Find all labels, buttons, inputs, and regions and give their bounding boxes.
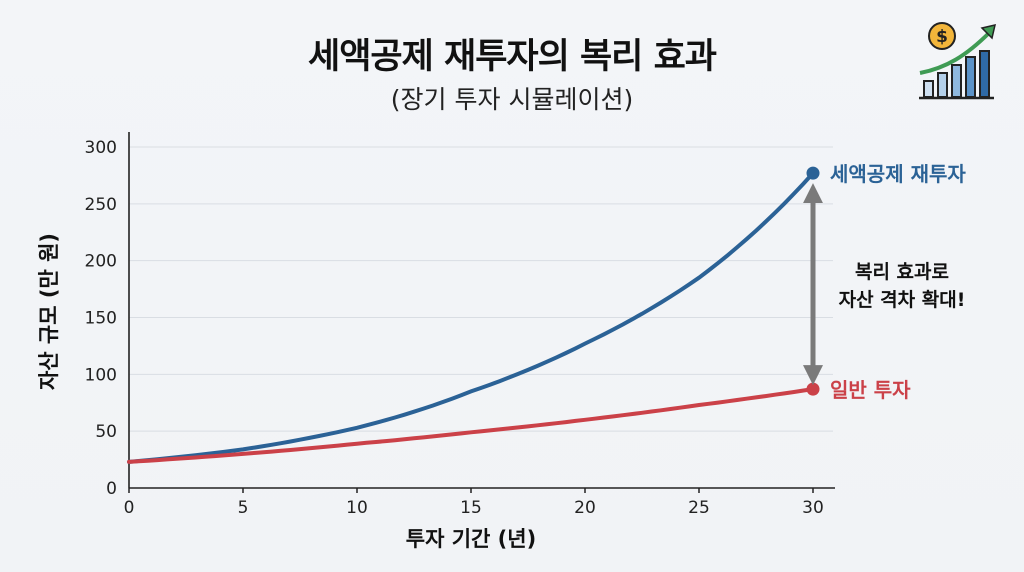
x-tick-label: 30 xyxy=(802,498,824,518)
series-label-1: 일반 투자 xyxy=(830,378,911,402)
y-tick-label: 250 xyxy=(85,195,117,215)
y-tick-label: 0 xyxy=(106,479,117,499)
y-tick-label: 150 xyxy=(85,309,117,329)
chart-title: 세액공제 재투자의 복리 효과 xyxy=(308,37,717,77)
series-label-0: 세액공제 재투자 xyxy=(830,162,966,186)
y-tick-label: 300 xyxy=(85,138,117,158)
y-axis-label: 자산 규모 (만 원) xyxy=(37,233,61,390)
y-tick-label: 50 xyxy=(95,422,117,442)
chart-subtitle: (장기 투자 시뮬레이션) xyxy=(390,85,634,114)
x-tick-label: 25 xyxy=(688,498,710,518)
x-tick-label: 0 xyxy=(124,498,135,518)
x-tick-label: 5 xyxy=(238,498,249,518)
annotation-text-line: 자산 격차 확대! xyxy=(839,288,966,311)
series-line-1 xyxy=(127,387,815,464)
series-endpoint-1 xyxy=(806,382,820,396)
annotation-text-line: 복리 효과로 xyxy=(855,261,949,283)
series-endpoint-0 xyxy=(806,166,820,180)
y-tick-label: 100 xyxy=(85,365,117,385)
series-line-0 xyxy=(127,171,815,464)
x-axis-label: 투자 기간 (년) xyxy=(406,527,536,551)
y-tick-label: 200 xyxy=(85,252,117,272)
growth-chart-coin-icon: $ xyxy=(919,22,997,100)
x-tick-label: 15 xyxy=(460,498,482,518)
svg-text:$: $ xyxy=(936,27,948,47)
x-tick-label: 20 xyxy=(574,498,596,518)
x-tick-label: 10 xyxy=(346,498,368,518)
